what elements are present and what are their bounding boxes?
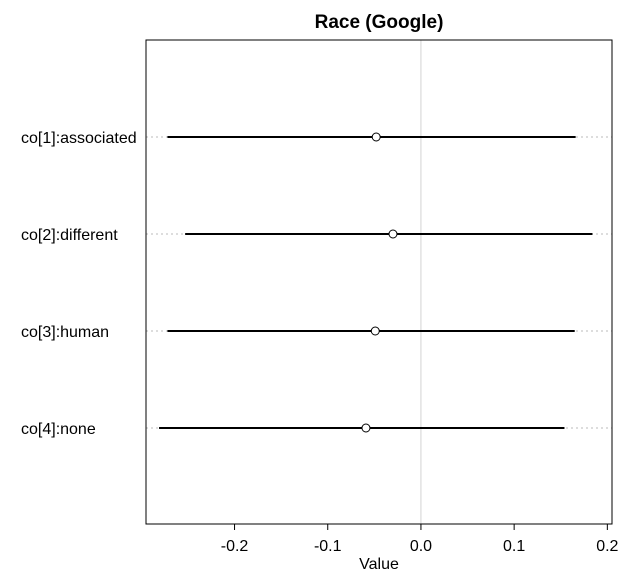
row-guides <box>146 136 612 429</box>
x-axis-label: Value <box>359 556 399 573</box>
category-labels: co[1]:associated co[2]:different co[3]:hum… <box>21 130 137 438</box>
estimate-points <box>361 132 398 433</box>
x-tick-label: 0.2 <box>596 538 618 555</box>
x-tick-label: 0.0 <box>410 538 432 555</box>
category-label: co[2]:different <box>21 227 118 244</box>
interval-lines <box>159 136 593 429</box>
chart-title: Race (Google) <box>315 12 444 33</box>
estimate-point <box>371 132 381 142</box>
estimate-point <box>361 423 371 433</box>
x-axis-ticks: -0.2 -0.1 0.0 0.1 0.2 <box>221 524 619 555</box>
plot-frame <box>145 39 613 525</box>
x-tick-label: -0.2 <box>221 538 249 555</box>
category-label: co[4]:none <box>21 421 96 438</box>
estimate-point <box>370 326 380 336</box>
x-tick-label: 0.1 <box>503 538 525 555</box>
category-label: co[1]:associated <box>21 130 137 147</box>
x-tick-label: -0.1 <box>314 538 342 555</box>
category-label: co[3]:human <box>21 324 109 341</box>
estimate-point <box>388 229 398 239</box>
